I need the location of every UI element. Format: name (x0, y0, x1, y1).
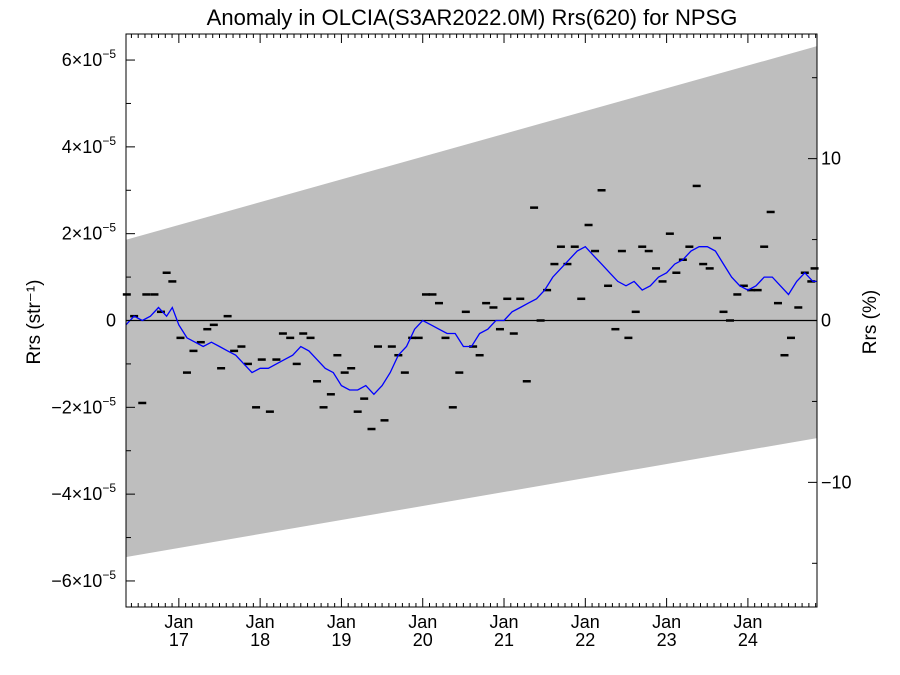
right-y-axis-ticks: 10 0 −10 (808, 77, 852, 564)
x-tick-label-month: Jan (408, 612, 437, 632)
right-y-axis-label: Rrs (%) (860, 290, 881, 354)
right-y-tick-label: 0 (821, 311, 831, 331)
left-y-tick-label: 4×10−5 (62, 134, 117, 157)
x-tick-label-month: Jan (490, 612, 519, 632)
uncertainty-band (126, 46, 817, 558)
x-tick-label-month: Jan (652, 612, 681, 632)
x-tick-label-year: 20 (413, 630, 433, 650)
x-tick-label-year: 21 (494, 630, 514, 650)
series-layer (122, 184, 819, 431)
uncertainty-band-layer (126, 46, 817, 558)
x-tick-label-month: Jan (164, 612, 193, 632)
x-tick-label-year: 22 (575, 630, 595, 650)
x-tick-label-year: 17 (169, 630, 189, 650)
chart-title: Anomaly in OLCIA(S3AR2022.0M) Rrs(620) f… (207, 5, 738, 30)
left-y-tick-label: −2×10−5 (51, 394, 116, 417)
left-y-tick-label: −4×10−5 (51, 481, 116, 504)
x-tick-label-month: Jan (327, 612, 356, 632)
x-tick-label-year: 18 (250, 630, 270, 650)
x-tick-label-month: Jan (733, 612, 762, 632)
x-tick-label-month: Jan (246, 612, 275, 632)
smoothed-anomaly-line (125, 245, 817, 396)
left-y-axis-ticks: 6×10−5 4×10−5 2×10−5 0 −2×10−5 −4×10−5 −6×10−5 (51, 47, 135, 591)
left-y-tick-label: 2×10−5 (62, 221, 117, 244)
left-y-tick-label: 0 (106, 311, 116, 331)
left-y-tick-label: −6×10−5 (51, 568, 116, 591)
x-tick-label-year: 24 (738, 630, 758, 650)
right-y-tick-label: 10 (821, 149, 841, 169)
x-tick-label-year: 19 (331, 630, 351, 650)
x-tick-label-year: 23 (657, 630, 677, 650)
right-y-tick-label: −10 (821, 472, 852, 492)
x-tick-label-month: Jan (571, 612, 600, 632)
left-y-tick-label: 6×10−5 (62, 47, 117, 70)
left-y-axis-label: Rrs (str⁻¹) (24, 280, 45, 365)
